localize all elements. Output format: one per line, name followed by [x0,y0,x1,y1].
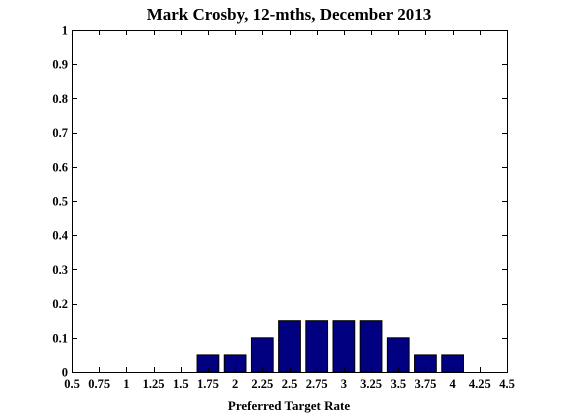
bar-2.5 [278,320,301,373]
y-tick-label: 0.9 [52,58,68,72]
x-tick-label: 2.25 [251,377,273,391]
x-tick-label: 3.5 [390,377,406,391]
x-tick-label: 0.5 [64,377,80,391]
y-tick-label: 0.2 [52,297,68,311]
bar-1.75 [196,354,220,373]
y-tick-label: 0.1 [52,331,68,345]
x-axis-label: Preferred Target Rate [228,398,350,413]
bar-3.5 [386,337,410,373]
y-tick-label: 0.5 [52,195,68,209]
bars-group [196,320,464,373]
bar-3.25 [359,320,383,373]
y-tick-label: 0.8 [52,92,68,106]
x-tick-label: 4.5 [499,377,515,391]
y-tick-label: 0.7 [52,126,68,140]
x-tick-label: 2.5 [282,377,298,391]
bar-2.75 [305,320,329,373]
x-tick-label: 1 [123,377,129,391]
x-tick-label: 2 [232,377,238,391]
chart-title: Mark Crosby, 12-mths, December 2013 [147,5,432,24]
x-tick-label: 3 [341,377,347,391]
bar-4 [441,354,464,373]
bar-2.25 [250,337,274,373]
y-tick-label: 1 [62,24,68,38]
x-tick-label: 2.75 [306,377,328,391]
x-tick-label: 1.75 [197,377,219,391]
y-tick-label: 0 [62,366,68,380]
y-tick-label: 0.4 [52,229,68,243]
x-tick-label: 0.75 [88,377,110,391]
x-tick-label: 1.5 [173,377,189,391]
bar-3 [332,320,356,373]
plot-area [72,30,507,372]
x-tick-label: 3.25 [360,377,382,391]
y-tick-label: 0.3 [52,263,68,277]
x-tick-label: 1.25 [143,377,165,391]
y-axis: 0 0.1 0.2 0.3 0.4 0.5 0.6 0.7 0.8 0.9 1 [52,24,507,380]
x-tick-label: 4 [450,377,457,391]
x-tick-label: 3.75 [415,377,437,391]
y-tick-label: 0.6 [52,160,68,174]
x-tick-label: 4.25 [469,377,491,391]
x-axis: 0.5 0.75 1 1.25 1.5 1.75 2 2.25 2.5 2.75 3 3.25 3.5 3… [64,30,515,391]
